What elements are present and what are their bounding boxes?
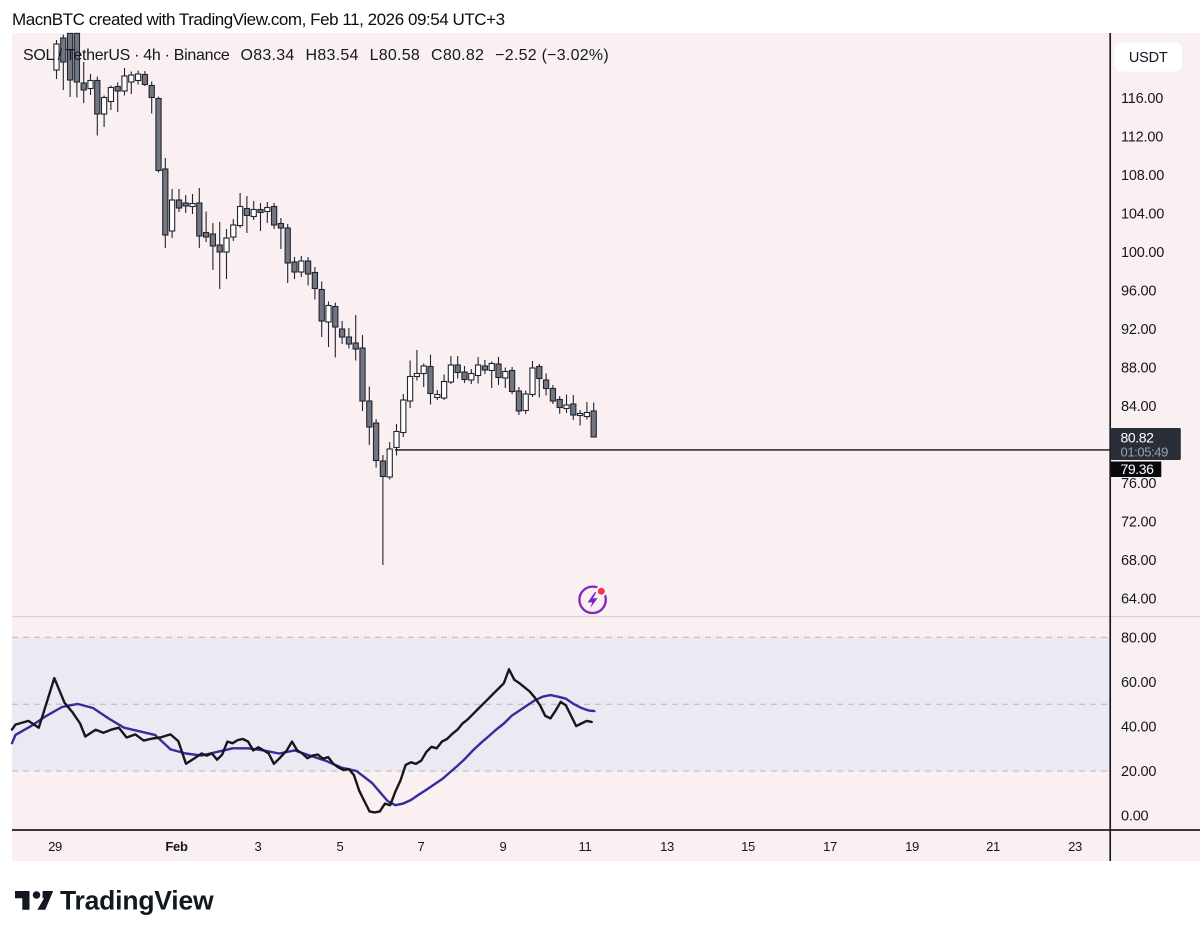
svg-text:84.00: 84.00 [1121, 399, 1156, 415]
svg-text:11: 11 [579, 839, 592, 854]
svg-text:76.00: 76.00 [1121, 476, 1156, 492]
svg-text:104.00: 104.00 [1121, 207, 1164, 223]
svg-text:68.00: 68.00 [1121, 553, 1156, 569]
svg-text:7: 7 [418, 839, 425, 854]
svg-text:112.00: 112.00 [1121, 130, 1163, 146]
svg-text:01:05:49: 01:05:49 [1121, 445, 1169, 460]
svg-text:72.00: 72.00 [1121, 515, 1156, 531]
svg-text:23: 23 [1068, 839, 1082, 854]
svg-text:80.00: 80.00 [1121, 630, 1156, 646]
svg-text:92.00: 92.00 [1121, 322, 1156, 338]
svg-text:40.00: 40.00 [1121, 719, 1156, 735]
svg-text:80.82: 80.82 [1121, 430, 1155, 446]
svg-text:60.00: 60.00 [1121, 675, 1156, 691]
svg-text:17: 17 [823, 839, 837, 854]
svg-text:19: 19 [905, 839, 919, 854]
svg-text:108.00: 108.00 [1121, 168, 1164, 184]
svg-text:64.00: 64.00 [1121, 592, 1156, 608]
svg-text:TradingView: TradingView [60, 886, 214, 916]
svg-text:21: 21 [986, 839, 1000, 854]
svg-text:0.00: 0.00 [1121, 809, 1149, 825]
svg-text:15: 15 [741, 839, 755, 854]
svg-text:100.00: 100.00 [1121, 245, 1164, 261]
svg-text:88.00: 88.00 [1121, 361, 1156, 377]
svg-text:Feb: Feb [165, 839, 188, 854]
svg-text:3: 3 [255, 839, 262, 854]
svg-text:USDT: USDT [1129, 50, 1168, 66]
svg-text:29: 29 [48, 839, 62, 854]
svg-text:9: 9 [500, 839, 507, 854]
svg-text:5: 5 [337, 839, 344, 854]
svg-text:116.00: 116.00 [1121, 91, 1163, 107]
svg-text:13: 13 [660, 839, 674, 854]
svg-text:96.00: 96.00 [1121, 284, 1156, 300]
svg-text:79.36: 79.36 [1121, 461, 1155, 477]
svg-text:20.00: 20.00 [1121, 764, 1156, 780]
